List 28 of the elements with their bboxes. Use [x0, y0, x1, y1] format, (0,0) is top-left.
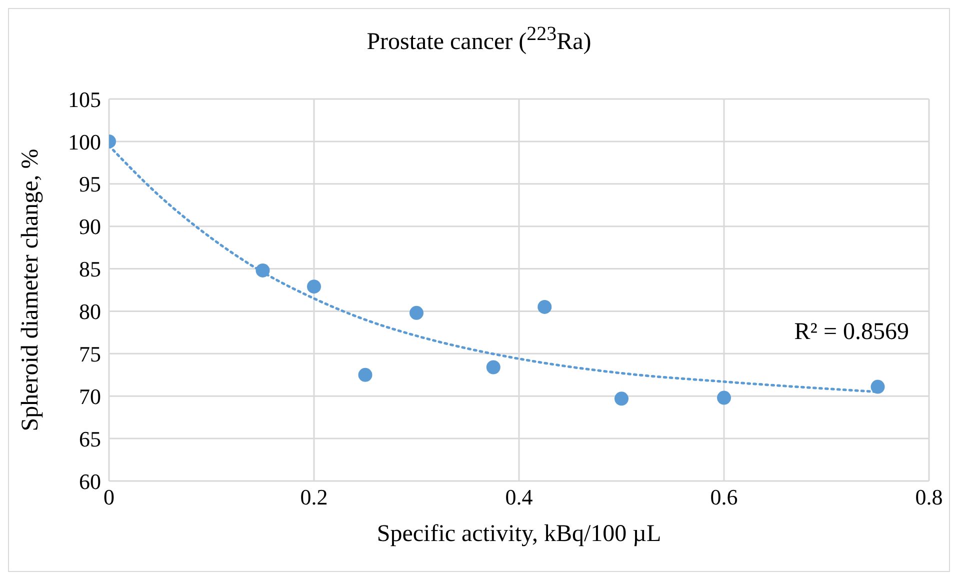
- point: [358, 368, 372, 382]
- point: [870, 380, 885, 394]
- y-tick-label: 75: [79, 341, 101, 366]
- point: [538, 300, 552, 314]
- y-tick-label: 90: [79, 214, 101, 240]
- y-tick-label: 85: [79, 256, 101, 282]
- x-axis-title: Specific activity, kBq/100 µL: [376, 521, 662, 547]
- x-tick-label: 0.2: [300, 484, 328, 510]
- x-tick-label: 0.4: [505, 484, 533, 510]
- note: R² = 0.8569: [794, 319, 909, 346]
- point: [614, 392, 628, 406]
- point: [717, 390, 731, 405]
- point: [486, 360, 500, 374]
- y-tick-label: 60: [79, 468, 101, 494]
- y-tick-label: 70: [79, 384, 101, 409]
- y-axis-title: Spheroid diameter change, %: [18, 148, 44, 432]
- point: [256, 263, 270, 278]
- x-tick-label: 0.6: [710, 484, 738, 510]
- y-tick-label: 95: [79, 172, 101, 197]
- y-tick-label: 80: [79, 299, 101, 324]
- point: [410, 306, 424, 320]
- x-tick-label: 0: [104, 484, 114, 510]
- y-tick-label: 100: [68, 129, 101, 154]
- y-tick-label: 65: [79, 426, 101, 452]
- point: [307, 280, 321, 294]
- y-tick-label: 105: [68, 86, 101, 112]
- chart-title: Prostate cancer ($^{223}$Ra): [366, 23, 592, 56]
- x-tick-label: 0.8: [915, 484, 943, 510]
